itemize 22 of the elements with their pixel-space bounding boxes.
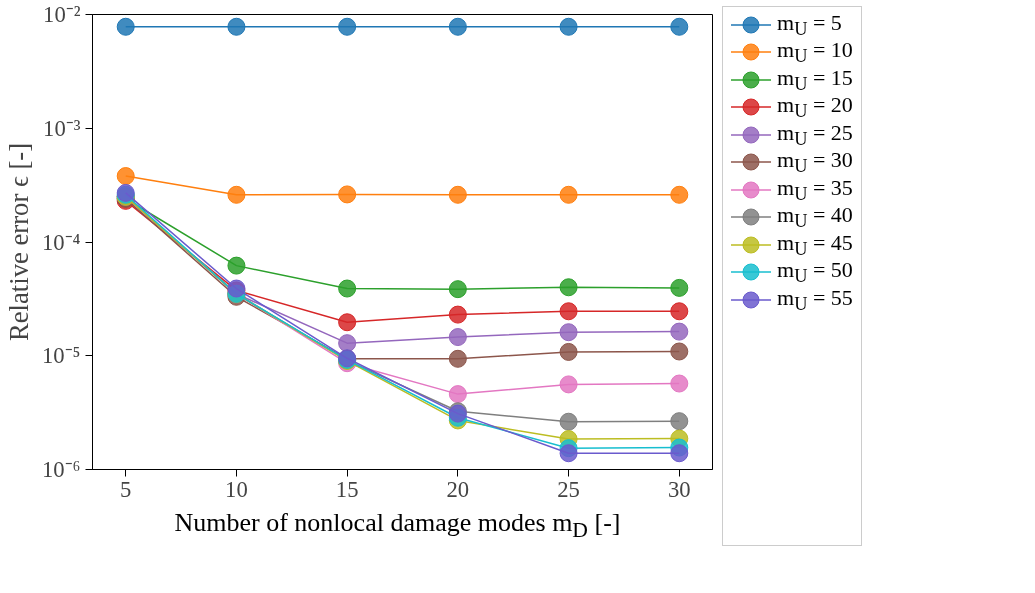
x-tick-label: 30 — [667, 476, 691, 502]
y-axis-title: Relative error ϵ [-] — [3, 142, 34, 342]
y-tick-label: 10⁻⁶ — [41, 457, 81, 482]
legend-label: m$_{U}$ = 35 — [777, 174, 853, 205]
legend-label: m$_{U}$ = 40 — [777, 202, 853, 232]
legend-label: m$_{U}$ = 20 — [777, 92, 853, 122]
legend-label: m$_{U}$ = 30 — [777, 147, 853, 177]
y-tick-label: 10⁻⁴ — [41, 229, 81, 255]
x-tick-label: 20 — [446, 476, 470, 502]
x-tick-label: 5 — [120, 476, 132, 502]
y-tick-label: 10⁻⁵ — [41, 343, 81, 369]
legend-label: m$_{U}$ = 25 — [777, 119, 853, 150]
x-tick-label: 15 — [335, 476, 359, 502]
x-axis-title: Number of nonlocal damage modes m$_{D}$ [-] — [174, 507, 621, 545]
legend-label: m$_{U}$ = 15 — [777, 64, 853, 95]
legend-label: m$_{U}$ = 10 — [777, 37, 853, 67]
legend-label: m$_{U}$ = 5 — [777, 9, 842, 40]
x-tick-label: 25 — [557, 476, 580, 502]
legend-label: m$_{U}$ = 45 — [777, 229, 853, 260]
y-tick-label: 10⁻² — [43, 2, 81, 27]
y-tick-label: 10⁻³ — [43, 115, 81, 141]
x-tick-label: 10 — [225, 476, 248, 502]
